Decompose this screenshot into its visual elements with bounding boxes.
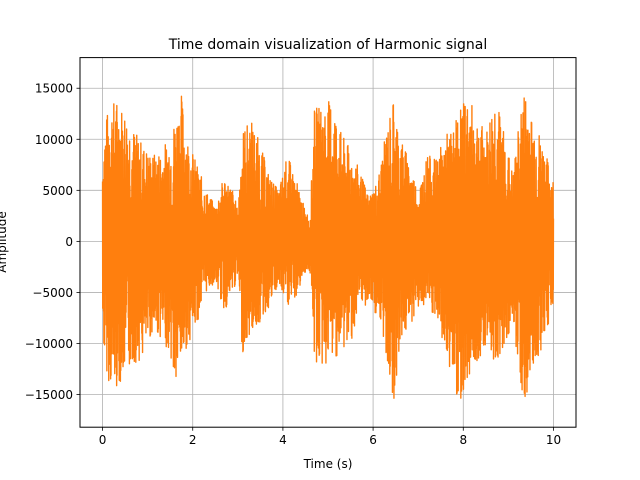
x-tick-label: 0 xyxy=(99,433,107,447)
x-tick-label: 2 xyxy=(189,433,197,447)
signal-series-line xyxy=(101,95,555,399)
y-axis-label: Amplitude xyxy=(0,211,9,273)
x-tick-label: 10 xyxy=(546,433,561,447)
x-tick-label: 4 xyxy=(279,433,287,447)
y-tick-label: −10000 xyxy=(25,337,73,351)
x-tick-label: 8 xyxy=(459,433,467,447)
y-tick-label: −15000 xyxy=(25,388,73,402)
y-tick-label: 0 xyxy=(65,235,73,249)
y-tick-label: 10000 xyxy=(35,133,73,147)
y-tick-label: 5000 xyxy=(42,184,73,198)
series-layer xyxy=(101,95,555,399)
y-axis: −15000 −10000 −5000 0 5000 10000 15000 xyxy=(25,82,80,402)
x-axis-label: Time (s) xyxy=(303,457,353,471)
y-tick-label: 15000 xyxy=(35,82,73,96)
plot-frame xyxy=(79,57,577,428)
x-axis: 0 2 4 6 8 10 xyxy=(99,427,561,447)
y-tick-label: −5000 xyxy=(32,286,73,300)
x-tick-label: 6 xyxy=(369,433,377,447)
chart-title: Time domain visualization of Harmonic si… xyxy=(168,37,488,53)
